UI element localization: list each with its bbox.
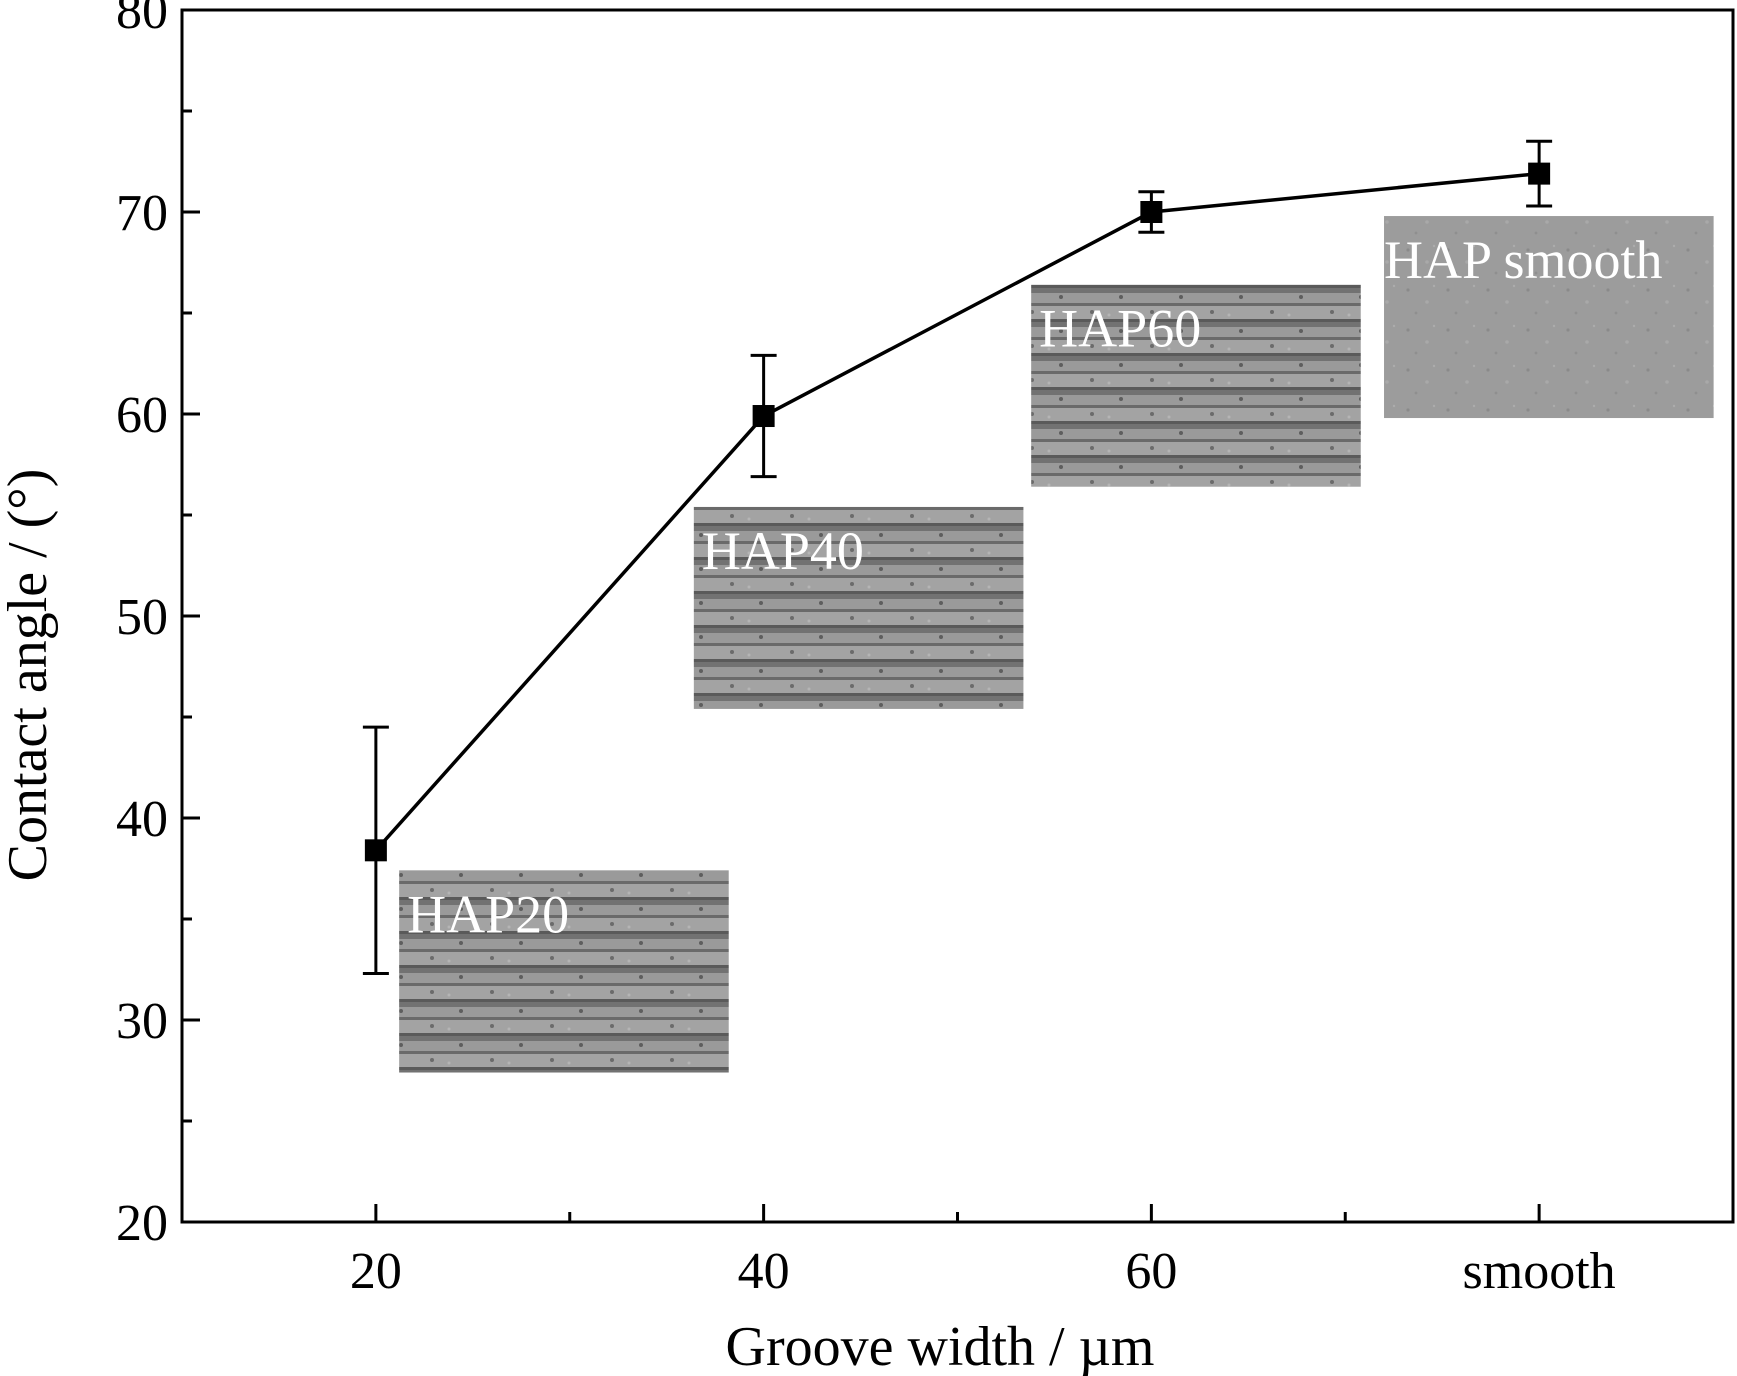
y-tick-label: 50 [116,589,168,646]
y-axis-title: Contact angle / (°) [0,469,59,882]
series-line [374,171,1540,852]
x-tick-label: smooth [1463,1243,1616,1300]
y-tick-label: 20 [116,1195,168,1252]
data-point-40 [752,405,775,428]
axes: 20 30 40 50 60 70 80 20 40 60 smooth [116,0,1735,1300]
inset-images: HAP20 HAP40 HAP60 HAP smooth [399,216,1714,1073]
inset-label-1: HAP40 [702,521,864,581]
inset-label-2: HAP60 [1039,299,1201,359]
y-tick-label: 70 [116,185,168,242]
x-tick-label: 40 [738,1243,790,1300]
y-tick-label: 30 [116,993,168,1050]
data-point-smooth [1528,162,1551,185]
x-axis-title: Groove width / µm [726,1316,1155,1376]
inset-image-3 [1384,216,1714,419]
y-tick-label: 80 [116,0,168,40]
data-point-20 [364,839,387,862]
inset-image-0 [399,870,729,1073]
inset-label-0: HAP20 [407,885,569,945]
y-tick-label: 40 [116,791,168,848]
inset-image-1 [693,506,1024,709]
data-series [362,139,1553,976]
inset-image-2 [1031,284,1361,487]
x-tick-label: 60 [1125,1243,1177,1300]
inset-label-3: HAP smooth [1384,230,1663,290]
data-point-60 [1140,201,1163,223]
y-tick-label: 60 [116,387,168,444]
x-tick-label: 20 [350,1243,402,1300]
